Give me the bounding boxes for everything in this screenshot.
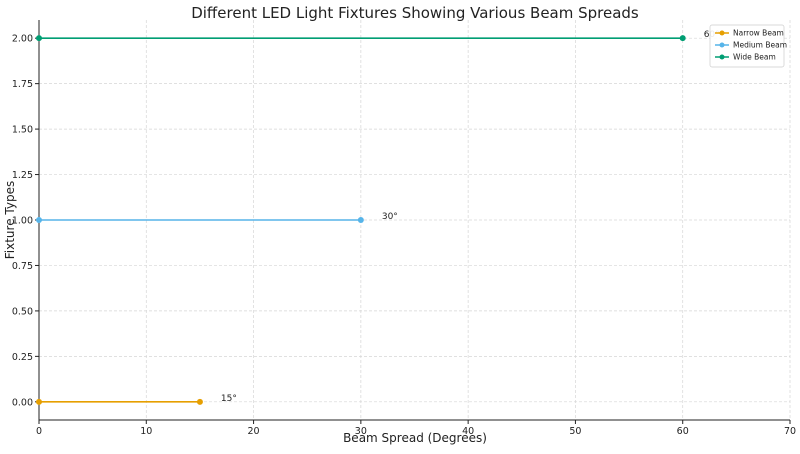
y-tick-label: 1.00 [12,216,33,227]
data-label: 30° [382,212,398,222]
y-axis-label: Fixture Types [3,181,17,259]
x-axis-label: Beam Spread (Degrees) [343,431,487,445]
legend-label: Wide Beam [733,53,776,62]
data-label: 15° [221,394,237,404]
legend: Narrow Beam Medium Beam Wide Beam [709,24,787,68]
y-tick-label: 1.25 [12,170,33,181]
x-tick-label: 70 [784,426,796,437]
y-tick-label: 0.00 [12,397,33,408]
tick-labels: 0 10 20 30 40 50 60 70 0.00 0.25 0.50 0.75 1.00 1.25 1… [12,34,796,437]
x-tick-label: 20 [248,426,260,437]
series-point [196,398,203,405]
y-tick-label: 0.75 [12,261,33,272]
series-point [36,398,42,405]
x-tick-label: 0 [36,426,42,437]
series-point [36,217,42,223]
x-tick-label: 10 [140,426,152,437]
legend-swatch-marker [719,30,725,36]
x-tick-label: 60 [677,426,689,437]
series-point [357,217,364,223]
x-tick-label: 30 [355,426,367,437]
series-point [36,35,42,42]
x-tick-label: 50 [569,426,581,437]
y-tick-label: 0.50 [12,306,33,317]
series-point [679,35,686,42]
x-tick-label: 40 [462,426,474,437]
legend-swatch-marker [719,42,725,48]
legend-swatch-marker [719,54,725,60]
chart-title: Different LED Light Fixtures Showing Var… [191,4,639,22]
y-tick-label: 1.50 [12,125,33,136]
y-tick-label: 0.25 [12,352,33,363]
y-tick-label: 1.75 [12,79,33,90]
legend-label: Medium Beam [733,41,787,50]
y-tick-label: 2.00 [12,34,33,45]
data-series: 15°30°60° [36,30,720,405]
legend-label: Narrow Beam [733,29,784,38]
